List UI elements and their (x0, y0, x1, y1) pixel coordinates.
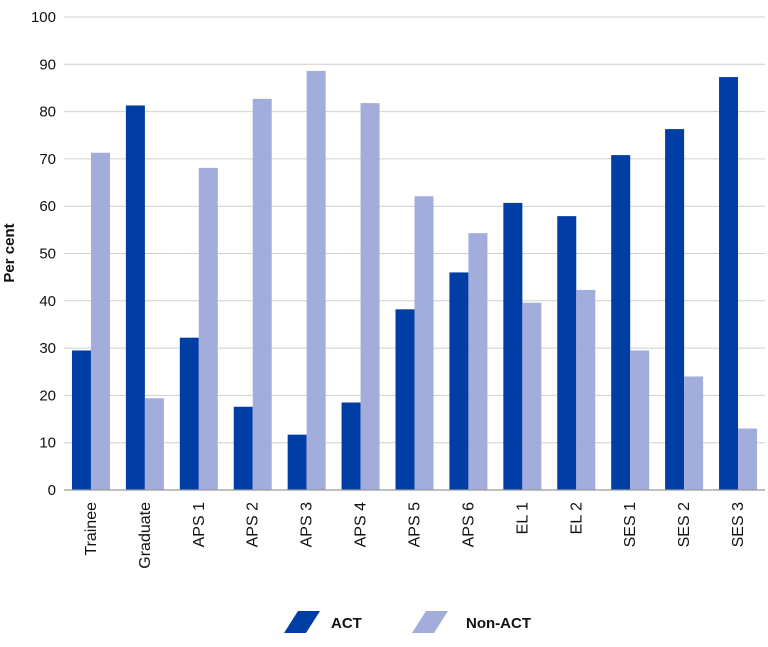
y-tick-label: 80 (39, 104, 56, 121)
x-category-label: EL 2 (568, 502, 585, 534)
x-category-label: APS 6 (460, 502, 477, 547)
bar-act-trainee (71, 350, 91, 490)
bar-act-aps-3 (287, 434, 307, 490)
y-tick-label: 20 (39, 387, 56, 404)
bar-act-ses-1 (611, 155, 631, 490)
bar-act-el-1 (503, 202, 523, 490)
bar-non-act-trainee (90, 152, 110, 490)
bar-non-act-aps-1 (198, 167, 218, 490)
bar-act-el-2 (557, 216, 577, 490)
x-category-label: EL 1 (514, 502, 531, 534)
x-axis-categories: Trainee Graduate APS 1 APS 2 APS 3 APS 4 APS 5… (83, 502, 747, 569)
bar-act-graduate (125, 105, 145, 491)
bar-non-act-graduate (144, 398, 164, 490)
y-tick-label: 40 (39, 293, 56, 310)
bar-non-act-el-2 (576, 289, 596, 490)
y-tick-label: 50 (39, 246, 56, 263)
bar-non-act-aps-5 (414, 196, 434, 490)
x-category-label: APS 4 (353, 502, 370, 547)
bar-non-act-ses-3 (738, 428, 758, 490)
bar-act-ses-2 (665, 129, 685, 490)
x-category-label: Graduate (137, 502, 154, 569)
bar-act-aps-6 (449, 272, 469, 490)
y-tick-label: 90 (39, 56, 56, 73)
legend: ACT Non-ACT (284, 611, 531, 633)
y-tick-label: 10 (39, 435, 56, 452)
y-tick-label: 30 (39, 340, 56, 357)
y-tick-label: 0 (48, 482, 56, 499)
bar-non-act-ses-1 (630, 350, 650, 490)
x-category-label: SES 1 (622, 502, 639, 547)
x-category-label: APS 2 (245, 502, 262, 547)
bars (71, 70, 758, 491)
y-axis-title: Per cent (1, 223, 18, 282)
bar-non-act-aps-2 (252, 98, 272, 490)
x-category-label: Trainee (83, 502, 100, 556)
bar-non-act-ses-2 (684, 376, 704, 490)
legend-swatch-non-act (412, 611, 448, 633)
bar-act-aps-1 (179, 337, 199, 490)
y-tick-label: 70 (39, 151, 56, 168)
legend-label-act: ACT (331, 615, 362, 632)
x-category-label: SES 2 (676, 502, 693, 547)
y-tick-label: 100 (31, 9, 56, 26)
bar-non-act-el-1 (522, 302, 542, 490)
bar-act-ses-3 (719, 77, 739, 491)
bar-act-aps-5 (395, 309, 415, 490)
x-category-label: APS 5 (407, 502, 424, 547)
bar-act-aps-2 (233, 406, 253, 490)
bar-act-aps-4 (341, 402, 361, 490)
legend-label-non-act: Non-ACT (466, 615, 531, 632)
bar-non-act-aps-6 (468, 233, 488, 490)
x-category-label: APS 1 (191, 502, 208, 547)
bar-non-act-aps-3 (306, 70, 326, 490)
y-tick-label: 60 (39, 198, 56, 215)
x-category-label: SES 3 (730, 502, 747, 547)
bar-non-act-aps-4 (360, 103, 380, 490)
legend-swatch-act (284, 611, 320, 633)
x-category-label: APS 3 (299, 502, 316, 547)
y-axis-ticks: 0 10 20 30 40 50 60 70 80 90 100 (31, 9, 56, 499)
